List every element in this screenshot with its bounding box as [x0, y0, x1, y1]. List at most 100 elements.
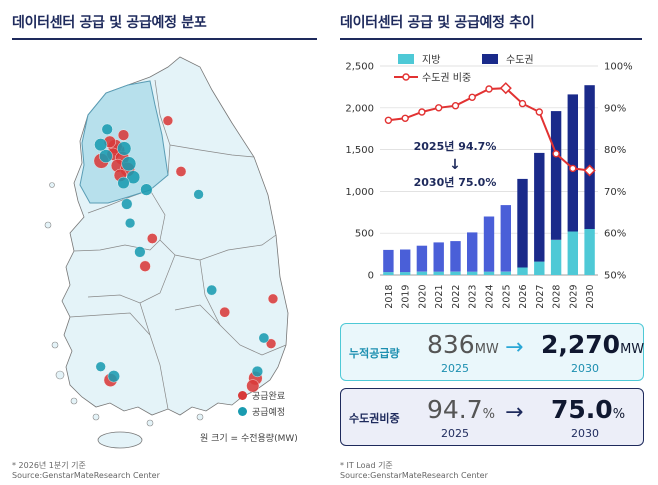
- x-tick-label: 2018: [384, 285, 395, 309]
- from-number: 836: [427, 330, 475, 359]
- map-title: 데이터센터 공급 및 공급예정 분포: [12, 15, 207, 31]
- map-point: [139, 260, 151, 272]
- bar-local: [383, 272, 394, 275]
- legend-swatch: [482, 54, 498, 64]
- left-source: Source:GenstarMateResearch Center: [12, 471, 160, 480]
- to-unit: %: [612, 407, 626, 422]
- map-point: [266, 338, 277, 349]
- card-from-value: 836MW: [427, 330, 499, 359]
- x-tick-label: 2020: [417, 285, 428, 309]
- chart-annotation: 2025년 94.7% ↓ 2030년 75.0%: [400, 137, 510, 193]
- from-unit: MW: [474, 342, 499, 357]
- map-size-note: 원 크기 = 수전용량(MW): [200, 434, 298, 444]
- map-point: [117, 176, 130, 190]
- x-tick-label: 2023: [468, 285, 479, 309]
- y-axis-left: 0 500 1,000 1,500 2,000 2,500: [345, 62, 374, 282]
- share-highlight-marker: [583, 164, 596, 177]
- y-left-tick: 2,500: [345, 62, 374, 73]
- share-marker: [518, 99, 527, 108]
- card-capital-share: 수도권비중 94.7% 2025 → 75.0% 2030: [340, 388, 644, 446]
- bar-capital: [383, 249, 394, 273]
- left-footnote: * 2026년 1분기 기준: [12, 461, 86, 470]
- bar-capital: [517, 178, 528, 268]
- legend-label: 수도권 비중: [422, 72, 471, 84]
- annotation-top: 2025년 94.7%: [413, 140, 497, 153]
- map-legend: 공급완료 공급예정: [238, 387, 285, 419]
- bar-capital: [550, 111, 562, 240]
- chart-title: 데이터센터 공급 및 공급예정 추이: [340, 15, 535, 31]
- x-tick-label: 2021: [434, 285, 445, 309]
- right-source: Source:GenstarMateResearch Center: [340, 471, 488, 480]
- map-point: [193, 189, 204, 200]
- map-point: [126, 170, 141, 184]
- share-line-series: [384, 82, 596, 177]
- x-axis: 2018 2019 2020 2021 2022 2023 2024 2025 2026 2027…: [384, 285, 596, 309]
- legend-item-planned: 공급예정: [238, 403, 285, 419]
- bar-local: [400, 272, 411, 275]
- legend-item-complete: 공급완료: [238, 387, 285, 403]
- card-from-year: 2025: [441, 427, 469, 440]
- map-point: [125, 218, 136, 229]
- card-label: 누적공급량: [349, 347, 400, 360]
- y-left-tick: 1,000: [345, 187, 374, 198]
- bar-capital: [416, 245, 428, 272]
- map-point: [121, 198, 133, 210]
- x-tick-label: 2030: [585, 285, 596, 309]
- map-point: [258, 332, 270, 344]
- right-title-rule: [340, 38, 642, 40]
- x-tick-label: 2024: [485, 285, 496, 309]
- map-point: [134, 246, 146, 258]
- supply-trend-chart: 0 500 1,000 1,500 2,000 2,500 50% 60% 70% 80% 90%…: [345, 54, 633, 309]
- map-point: [101, 123, 113, 135]
- share-marker: [569, 164, 577, 173]
- bar-local: [550, 239, 562, 275]
- share-marker: [401, 114, 409, 123]
- from-number: 94.7: [427, 395, 483, 424]
- map-point: [117, 129, 130, 141]
- share-marker: [552, 150, 560, 158]
- map-point: [206, 284, 217, 296]
- map-point: [246, 379, 260, 393]
- bar-local: [483, 271, 495, 275]
- legend-swatch: [398, 54, 414, 64]
- bar-local: [416, 271, 428, 275]
- jeju-island: [97, 431, 143, 449]
- arrow-right-icon: →: [505, 335, 524, 360]
- bar-capital: [467, 232, 478, 272]
- map-point: [162, 115, 174, 126]
- card-from-value: 94.7%: [427, 395, 495, 424]
- map-point-layer: [93, 115, 279, 393]
- share-highlight-marker: [499, 82, 512, 95]
- legend-swatch-complete: [238, 390, 247, 400]
- legend-label-planned: 공급예정: [252, 407, 286, 418]
- y-right-tick: 70%: [604, 187, 626, 198]
- legend-label: 지방: [422, 54, 440, 66]
- x-tick-label: 2028: [552, 285, 563, 309]
- small-islands: [44, 182, 204, 427]
- map-point: [107, 370, 120, 383]
- share-marker: [485, 85, 493, 93]
- map-point: [95, 361, 106, 372]
- korea-map: [44, 56, 289, 449]
- map-point: [99, 149, 113, 163]
- map-point: [175, 166, 187, 177]
- bar-capital: [567, 94, 578, 232]
- share-marker: [535, 108, 544, 116]
- bar-local: [467, 271, 478, 275]
- y-right-tick: 90%: [604, 103, 626, 114]
- x-tick-label: 2025: [501, 285, 512, 309]
- arrow-right-icon: →: [505, 400, 524, 425]
- to-unit: MW: [620, 342, 645, 357]
- share-marker: [451, 102, 460, 110]
- bar-local: [450, 271, 461, 275]
- map-point: [140, 183, 153, 196]
- annotation-arrow: ↓: [449, 157, 461, 173]
- bar-capital: [483, 216, 495, 272]
- bar-capital: [450, 241, 461, 272]
- left-title-rule: [12, 38, 317, 40]
- map-point: [251, 365, 264, 378]
- y-axis-right: 50% 60% 70% 80% 90% 100%: [604, 62, 633, 282]
- x-tick-label: 2027: [535, 285, 546, 309]
- to-number: 2,270: [541, 330, 621, 359]
- legend-swatch-marker: [402, 73, 410, 81]
